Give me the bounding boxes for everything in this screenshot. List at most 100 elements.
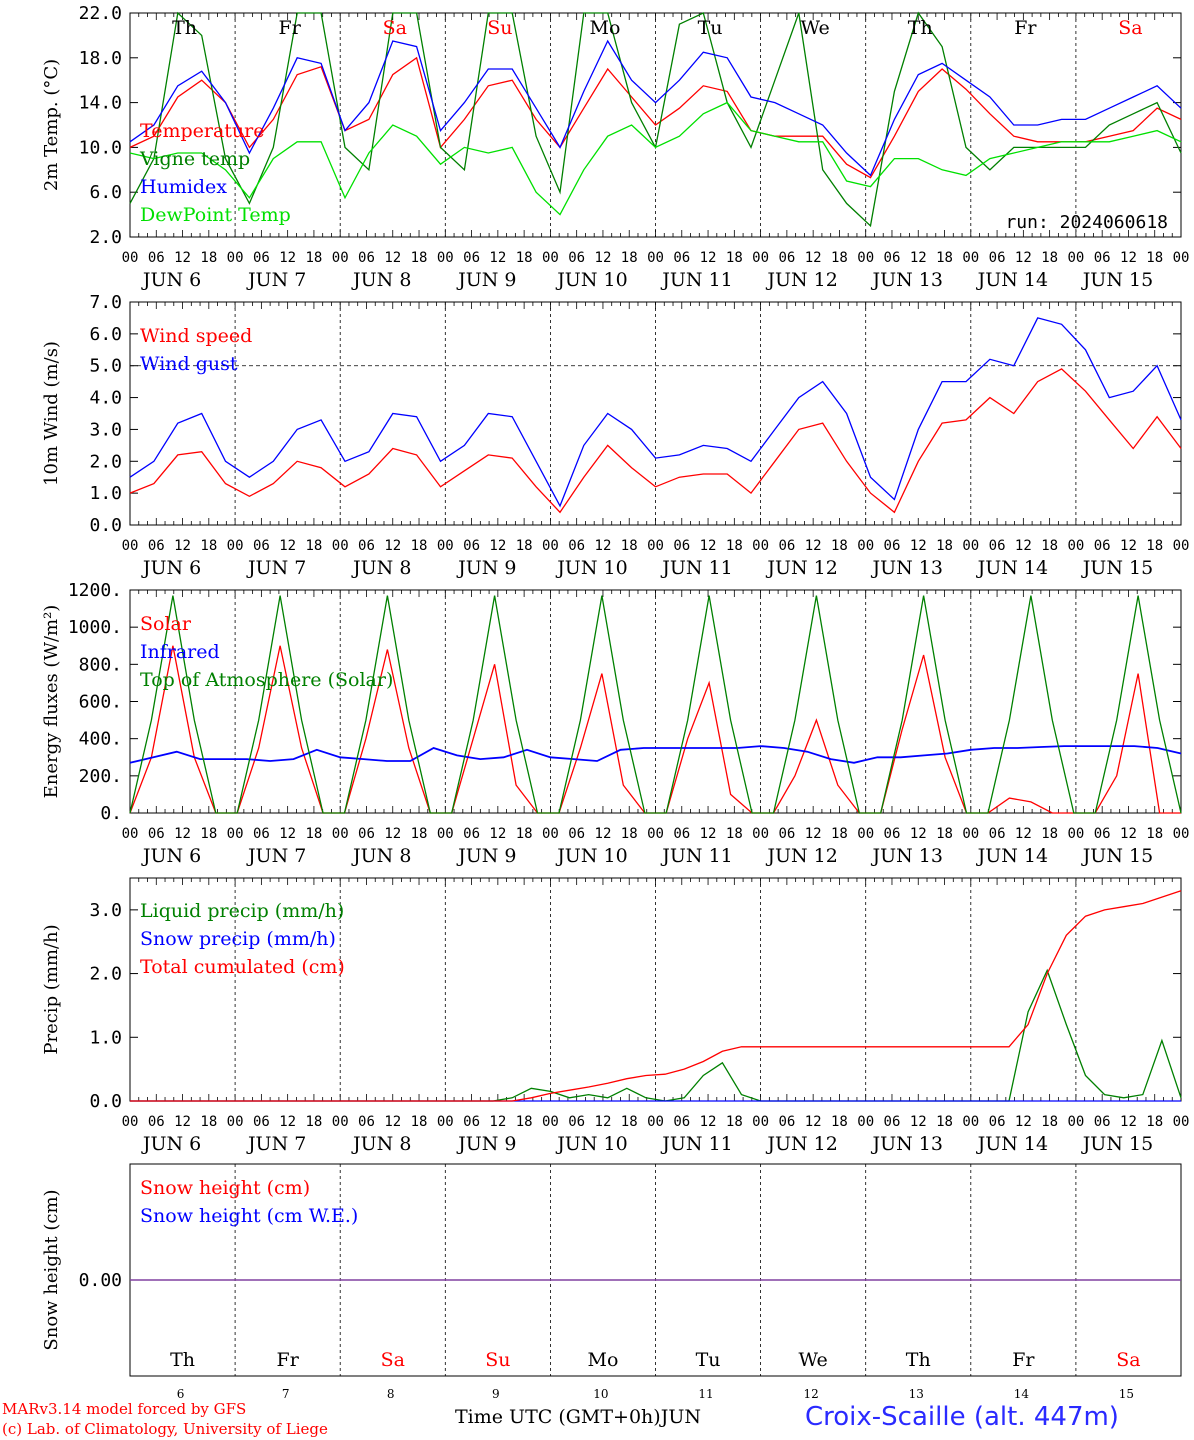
hour-tick-label: 00	[962, 538, 979, 554]
weekday-label: We	[801, 17, 830, 39]
date-label: JUN 11	[660, 845, 732, 867]
legend-entry: Snow height (cm W.E.)	[140, 1205, 358, 1227]
hour-tick-label: 06	[989, 1114, 1006, 1130]
y-tick-label: 14.0	[79, 93, 122, 114]
y-tick-label: 2.0	[89, 227, 122, 248]
date-label: JUN 14	[976, 845, 1048, 867]
y-tick-label: 200.	[79, 766, 122, 787]
hour-tick-label: 12	[595, 826, 612, 842]
hour-tick-label: 12	[805, 538, 822, 554]
hour-tick-label: 18	[831, 538, 848, 554]
hour-tick-label: 00	[752, 1114, 769, 1130]
hour-tick-label: 00	[752, 826, 769, 842]
hour-tick-label: 00	[1173, 250, 1190, 266]
hour-tick-label: 18	[1146, 538, 1163, 554]
hour-tick-label: 00	[437, 826, 454, 842]
weekday-label: Fr	[277, 1349, 300, 1371]
weekday-label: Th	[906, 1349, 931, 1371]
hour-tick-label: 06	[778, 250, 795, 266]
hour-tick-label: 06	[778, 1114, 795, 1130]
hour-tick-label: 00	[647, 1114, 664, 1130]
weekday-label: We	[799, 1349, 828, 1371]
weekday-label: Tu	[696, 1349, 721, 1371]
hour-tick-label: 00	[962, 826, 979, 842]
y-tick-label: 3.0	[89, 419, 122, 440]
hour-tick-label: 06	[568, 826, 585, 842]
day-number-label: 15	[1119, 1387, 1134, 1401]
hour-tick-label: 00	[752, 250, 769, 266]
y-tick-label: 800.	[79, 654, 122, 675]
hour-tick-label: 06	[1094, 538, 1111, 554]
y-tick-label: 6.0	[89, 182, 122, 203]
date-label: JUN 10	[555, 845, 627, 867]
hour-tick-label: 18	[305, 1114, 322, 1130]
day-number-label: 14	[1014, 1387, 1030, 1401]
hour-tick-label: 00	[542, 1114, 559, 1130]
hour-tick-label: 12	[174, 1114, 191, 1130]
series-line-total-cumulated-cm-	[130, 890, 1182, 1102]
hour-tick-label: 06	[568, 250, 585, 266]
legend-entry: Temperature	[140, 120, 264, 142]
hour-tick-label: 00	[647, 538, 664, 554]
hour-tick-label: 06	[778, 826, 795, 842]
hour-tick-label: 00	[857, 1114, 874, 1130]
y-tick-label: 5.0	[89, 356, 122, 377]
weekday-label: Th	[170, 1349, 195, 1371]
date-label: JUN 7	[246, 269, 306, 291]
series-line-infrared	[129, 745, 1182, 764]
hour-tick-label: 12	[1015, 250, 1032, 266]
series-line-wind-gust	[129, 317, 1182, 508]
hour-tick-label: 18	[1146, 1114, 1163, 1130]
day-number-label: 12	[804, 1387, 819, 1401]
hour-tick-label: 06	[884, 250, 901, 266]
date-label: JUN 11	[660, 269, 732, 291]
hour-tick-label: 12	[700, 826, 717, 842]
hour-tick-label: 12	[700, 250, 717, 266]
hour-tick-label: 00	[962, 1114, 979, 1130]
hour-tick-label: 06	[358, 538, 375, 554]
y-tick-label: 1.0	[89, 1027, 122, 1048]
hour-tick-label: 18	[200, 250, 217, 266]
hour-tick-label: 12	[489, 250, 506, 266]
y-tick-label: 7.0	[89, 292, 122, 313]
date-label: JUN 8	[351, 269, 411, 291]
hour-tick-label: 18	[831, 826, 848, 842]
hour-tick-label: 12	[1015, 826, 1032, 842]
date-label: JUN 9	[456, 269, 516, 291]
date-label: JUN 8	[351, 557, 411, 579]
weekday-label: Sa	[1116, 1349, 1140, 1371]
day-number-label: 7	[282, 1387, 290, 1401]
hour-tick-label: 06	[253, 538, 270, 554]
hour-tick-label: 12	[595, 538, 612, 554]
hour-tick-label: 12	[1015, 1114, 1032, 1130]
hour-tick-label: 12	[700, 538, 717, 554]
hour-tick-label: 18	[621, 1114, 638, 1130]
hour-tick-label: 18	[621, 826, 638, 842]
hour-tick-label: 06	[568, 538, 585, 554]
hour-tick-label: 00	[227, 1114, 244, 1130]
hour-tick-label: 06	[884, 826, 901, 842]
hour-tick-label: 00	[437, 250, 454, 266]
hour-tick-label: 12	[279, 1114, 296, 1130]
legend-entry: Wind speed	[140, 325, 252, 347]
y-axis-label: 10m Wind (m/s)	[41, 341, 62, 486]
y-tick-label: 22.0	[79, 3, 122, 24]
hour-tick-label: 00	[857, 538, 874, 554]
hour-tick-label: 18	[305, 826, 322, 842]
date-label: JUN 10	[555, 1133, 627, 1155]
hour-tick-label: 06	[253, 826, 270, 842]
hour-tick-label: 18	[200, 1114, 217, 1130]
hour-tick-label: 18	[726, 538, 743, 554]
hour-tick-label: 18	[411, 538, 428, 554]
weekday-label: Fr	[1014, 17, 1037, 39]
date-label: JUN 11	[660, 1133, 732, 1155]
hour-tick-label: 12	[384, 1114, 401, 1130]
date-label: JUN 9	[456, 845, 516, 867]
hour-tick-label: 06	[148, 1114, 165, 1130]
hour-tick-label: 12	[1120, 826, 1137, 842]
hour-tick-label: 18	[516, 1114, 533, 1130]
hour-tick-label: 00	[1067, 250, 1084, 266]
hour-tick-label: 12	[384, 538, 401, 554]
x-axis-title: Time UTC (GMT+0h)JUN	[455, 1406, 701, 1428]
hour-tick-label: 12	[910, 1114, 927, 1130]
